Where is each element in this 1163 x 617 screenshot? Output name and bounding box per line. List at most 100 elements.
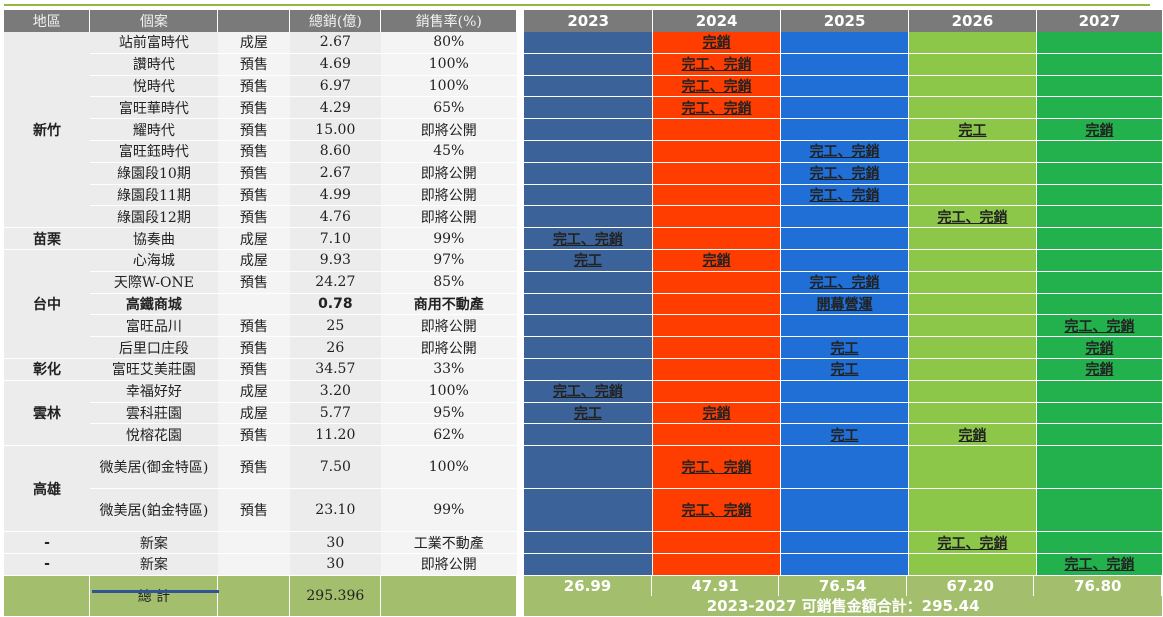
type-cell: 預售 — [217, 423, 290, 447]
region-cell: - — [4, 553, 90, 576]
table-row: 悅榕花園 預售 11.20 62% 完工 完銷 — [4, 423, 1163, 447]
status-2025-cell — [780, 314, 910, 338]
status-2026-cell: 完銷 — [908, 423, 1037, 447]
header-region: 地區 — [4, 10, 91, 32]
status-2024-cell: 完工、完銷 — [652, 488, 782, 533]
sales-rate-cell: 即將公開 — [380, 184, 517, 207]
project-name-cell: 協奏曲 — [89, 227, 218, 250]
project-name-cell: 高鐵商城 — [89, 293, 218, 316]
table-row: 悅時代 預售 6.97 100% 完工、完銷 — [4, 75, 1163, 98]
status-2024-cell — [652, 162, 782, 185]
project-name-cell: 微美居(御金特區) — [89, 445, 218, 490]
status-2024-cell — [652, 314, 782, 338]
type-cell: 預售 — [217, 162, 290, 185]
status-2023-cell — [523, 32, 654, 54]
gap-cell — [516, 336, 524, 359]
status-2023-cell: 完工、完銷 — [523, 227, 654, 250]
project-name-cell: 天際W-ONE — [89, 271, 218, 294]
gap-cell — [516, 53, 524, 76]
table-row: 雲林 幸福好好 成屋 3.20 100% 完工、完銷 — [4, 380, 1163, 447]
status-2027-cell — [1036, 140, 1163, 163]
gap-cell — [516, 445, 524, 490]
status-2026-cell — [908, 227, 1037, 250]
sales-rate-cell: 即將公開 — [380, 205, 517, 229]
status-2026-cell — [908, 140, 1037, 163]
status-2023-cell — [523, 314, 654, 338]
project-name-cell: 綠園段12期 — [89, 205, 218, 229]
table-row: 雲科莊園 成屋 5.77 95% 完工 完銷 — [4, 402, 1163, 425]
totals-blank-cell — [380, 575, 518, 617]
type-cell: 預售 — [217, 271, 290, 294]
table-row: 綠園段12期 預售 4.76 即將公開 完工、完銷 — [4, 205, 1163, 229]
table-row: 微美居(鉑金特區) 預售 23.10 99% 完工、完銷 — [4, 488, 1163, 533]
table-row: 新竹 站前富時代 成屋 2.67 80% 完銷 — [4, 32, 1163, 229]
status-2027-cell — [1036, 380, 1163, 403]
sales-rate-cell: 45% — [380, 140, 517, 163]
sales-rate-cell: 100% — [380, 75, 517, 98]
total-sales-cell: 2.67 — [289, 162, 381, 185]
type-cell: 預售 — [217, 96, 290, 120]
status-2024-cell — [652, 118, 782, 141]
bottom-accent-line — [92, 590, 219, 593]
table-row: 后里口庄段 預售 26 即將公開 完工 完銷 — [4, 336, 1163, 359]
status-2023-cell — [523, 336, 654, 359]
status-2026-cell — [908, 162, 1037, 185]
gap-cell — [516, 184, 524, 207]
type-cell — [217, 531, 290, 554]
project-name-cell: 富旺艾美莊園 — [89, 358, 218, 381]
status-2026-cell — [908, 488, 1037, 533]
type-cell: 預售 — [217, 118, 290, 141]
status-2026-cell — [908, 271, 1037, 294]
yearly-total-2023: 26.99 — [524, 575, 652, 596]
header-year-2027: 2027 — [1036, 10, 1163, 32]
status-2027-cell — [1036, 32, 1163, 54]
type-cell: 成屋 — [217, 380, 290, 403]
status-2025-cell: 完工 — [780, 423, 910, 447]
status-2025-cell — [780, 32, 910, 54]
type-cell: 預售 — [217, 445, 290, 490]
status-2027-cell: 完銷 — [1036, 336, 1163, 359]
yearly-subtotals: 26.99 47.91 76.54 67.20 76.80 — [524, 575, 1162, 596]
status-2026-cell: 完工 — [908, 118, 1037, 141]
status-2027-cell — [1036, 162, 1163, 185]
status-2026-cell — [908, 402, 1037, 425]
status-2027-cell — [1036, 293, 1163, 316]
status-2025-cell — [780, 553, 910, 576]
gap-cell — [516, 575, 525, 617]
project-name-cell: 綠園段11期 — [89, 184, 218, 207]
total-sales-cell: 7.50 — [289, 445, 381, 490]
sales-rate-cell: 85% — [380, 271, 517, 294]
status-2024-cell: 完工、完銷 — [652, 53, 782, 76]
table-row: 高雄 微美居(御金特區) 預售 7.50 100% 完工、完銷 — [4, 445, 1163, 533]
status-2025-cell: 開幕營運 — [780, 293, 910, 316]
yearly-total-2024: 47.91 — [651, 575, 780, 596]
status-2023-cell — [523, 53, 654, 76]
gap-cell — [516, 96, 524, 120]
status-2025-cell — [780, 380, 910, 403]
status-2023-cell — [523, 140, 654, 163]
yearly-totals-block: 26.99 47.91 76.54 67.20 76.80 2023-2027 可銷售金額… — [523, 575, 1163, 617]
status-2023-cell — [523, 96, 654, 120]
table-row: 天際W-ONE 預售 24.27 85% 完工、完銷 — [4, 271, 1163, 294]
status-2026-cell — [908, 96, 1037, 120]
total-sales-cell: 4.69 — [289, 53, 381, 76]
total-sales-cell: 23.10 — [289, 488, 381, 533]
total-sales-cell: 24.27 — [289, 271, 381, 294]
project-name-cell: 雲科莊園 — [89, 402, 218, 425]
sales-rate-cell: 工業不動產 — [380, 531, 517, 554]
header-total-sales: 總銷(億) — [289, 10, 382, 32]
gap-cell — [516, 271, 524, 294]
status-2027-cell — [1036, 227, 1163, 250]
gap-cell — [516, 140, 524, 163]
status-2023-cell — [523, 162, 654, 185]
sales-rate-cell: 即將公開 — [380, 553, 517, 576]
region-cell: 彰化 — [4, 358, 90, 381]
type-cell: 預售 — [217, 314, 290, 338]
status-2024-cell — [652, 531, 782, 554]
status-2025-cell: 完工、完銷 — [780, 184, 910, 207]
type-cell: 預售 — [217, 205, 290, 229]
project-name-cell: 新案 — [89, 531, 218, 554]
grand-total-label: 2023-2027 可銷售金額合計：295.44 — [524, 595, 1162, 616]
sales-rate-cell: 100% — [380, 445, 517, 490]
status-2025-cell — [780, 205, 910, 229]
